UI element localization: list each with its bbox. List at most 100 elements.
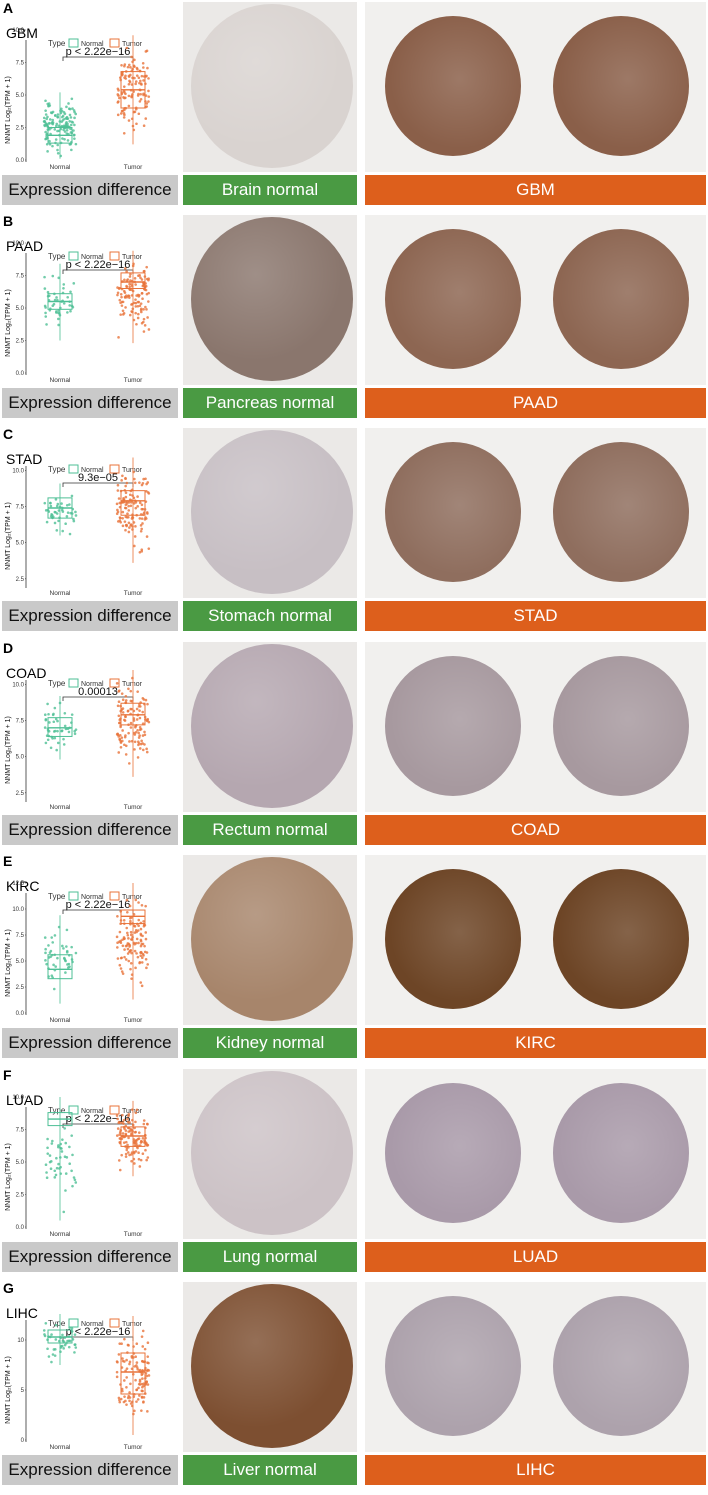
data-point	[57, 509, 61, 512]
data-point	[134, 730, 138, 734]
data-point	[63, 112, 67, 116]
data-point	[121, 711, 125, 714]
data-point	[71, 1184, 74, 1188]
data-point	[130, 501, 133, 504]
data-point	[121, 524, 125, 528]
data-point	[147, 89, 150, 93]
data-point	[139, 950, 143, 954]
y-tick-label: 2.5	[16, 985, 25, 991]
data-point	[129, 949, 133, 952]
legend-key-normal	[68, 38, 79, 48]
data-point	[128, 945, 131, 948]
y-tick-label: 5.0	[16, 959, 25, 965]
data-point	[133, 110, 137, 114]
tumor-tissue-image	[365, 642, 706, 812]
normal-tissue-core	[191, 857, 353, 1021]
data-point	[145, 535, 149, 538]
data-point	[135, 952, 138, 955]
tumor-tissue-core-2	[553, 869, 689, 1009]
data-point	[130, 1159, 133, 1163]
y-tick-label: 2.5	[16, 577, 25, 583]
y-tick-label: 5.0	[16, 93, 25, 99]
data-point	[73, 137, 76, 140]
data-point	[43, 287, 47, 290]
data-point	[129, 504, 133, 508]
expression-difference-label: Expression difference	[2, 1242, 178, 1272]
box-tumor	[120, 490, 146, 516]
data-point	[123, 735, 127, 739]
legend-key-tumor	[109, 891, 120, 901]
data-point	[140, 74, 144, 78]
data-point	[137, 901, 140, 904]
data-point	[137, 1151, 140, 1154]
data-point	[56, 115, 59, 119]
data-point	[42, 116, 46, 120]
data-point	[146, 1156, 150, 1159]
data-point	[140, 483, 144, 487]
data-point	[127, 94, 131, 98]
data-point	[137, 312, 140, 316]
data-point	[141, 1345, 145, 1348]
data-point	[44, 109, 47, 112]
data-point	[47, 1355, 51, 1358]
data-point	[55, 1156, 58, 1160]
data-point	[130, 977, 133, 980]
data-point	[144, 904, 147, 908]
data-point	[128, 740, 131, 743]
data-point	[139, 524, 143, 527]
normal-tissue-label: Brain normal	[183, 175, 357, 205]
data-point	[115, 1375, 119, 1379]
data-point	[136, 300, 140, 304]
data-point	[138, 734, 141, 737]
panel-e: E KIRC Type Normal Tumor p < 2.22e−16 NNMT Log…	[0, 853, 708, 1065]
data-point	[141, 742, 144, 745]
data-point	[69, 116, 73, 119]
data-point	[116, 1117, 119, 1121]
legend-key-normal	[68, 678, 79, 688]
data-point	[135, 122, 138, 126]
data-point	[74, 951, 78, 955]
data-point	[61, 1333, 64, 1337]
data-point	[62, 287, 65, 290]
y-tick-label: 0	[21, 1438, 25, 1444]
data-point	[116, 489, 120, 492]
data-point	[135, 1142, 138, 1145]
data-point	[138, 100, 142, 103]
data-point	[60, 729, 64, 733]
data-point	[60, 120, 64, 123]
data-point	[124, 744, 128, 748]
data-point	[57, 311, 60, 315]
data-point	[53, 521, 57, 525]
data-point	[141, 710, 145, 714]
data-point	[72, 282, 76, 285]
data-point	[49, 501, 52, 505]
y-tick-label: 2.5	[16, 791, 25, 797]
data-point	[145, 750, 149, 754]
data-point	[50, 1360, 53, 1364]
data-point	[70, 945, 73, 949]
legend-tumor: Tumor	[122, 254, 143, 261]
data-point	[116, 957, 120, 960]
data-point	[135, 937, 139, 941]
data-point	[136, 67, 139, 71]
data-point	[138, 304, 142, 308]
data-point	[126, 933, 130, 937]
tumor-tissue-core-1	[385, 16, 521, 156]
data-point	[115, 682, 119, 685]
data-point	[72, 109, 76, 112]
data-point	[124, 484, 127, 488]
normal-tissue-core	[191, 644, 353, 808]
data-point	[123, 937, 126, 940]
expression-difference-label: Expression difference	[2, 388, 178, 418]
data-point	[116, 915, 119, 918]
legend-tumor: Tumor	[122, 1108, 143, 1115]
data-point	[138, 716, 142, 720]
normal-tissue-image	[183, 642, 357, 812]
data-point	[121, 510, 125, 514]
data-point	[131, 494, 134, 497]
tumor-tissue-image	[365, 428, 706, 598]
data-point	[134, 1378, 137, 1382]
tumor-tissue-core-1	[385, 656, 521, 796]
data-point	[145, 102, 149, 105]
normal-tissue-image	[183, 428, 357, 598]
